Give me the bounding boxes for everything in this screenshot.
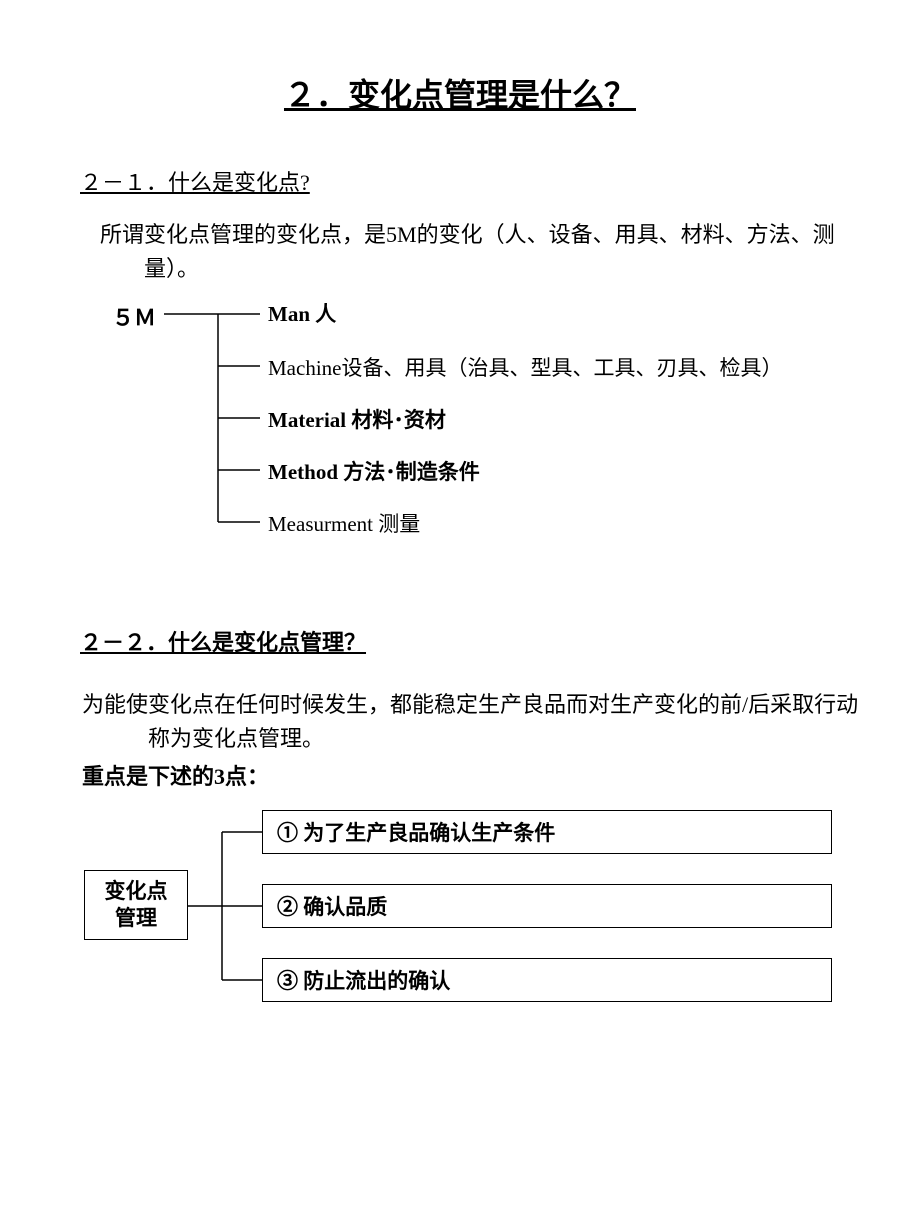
points-tree	[0, 0, 920, 1100]
